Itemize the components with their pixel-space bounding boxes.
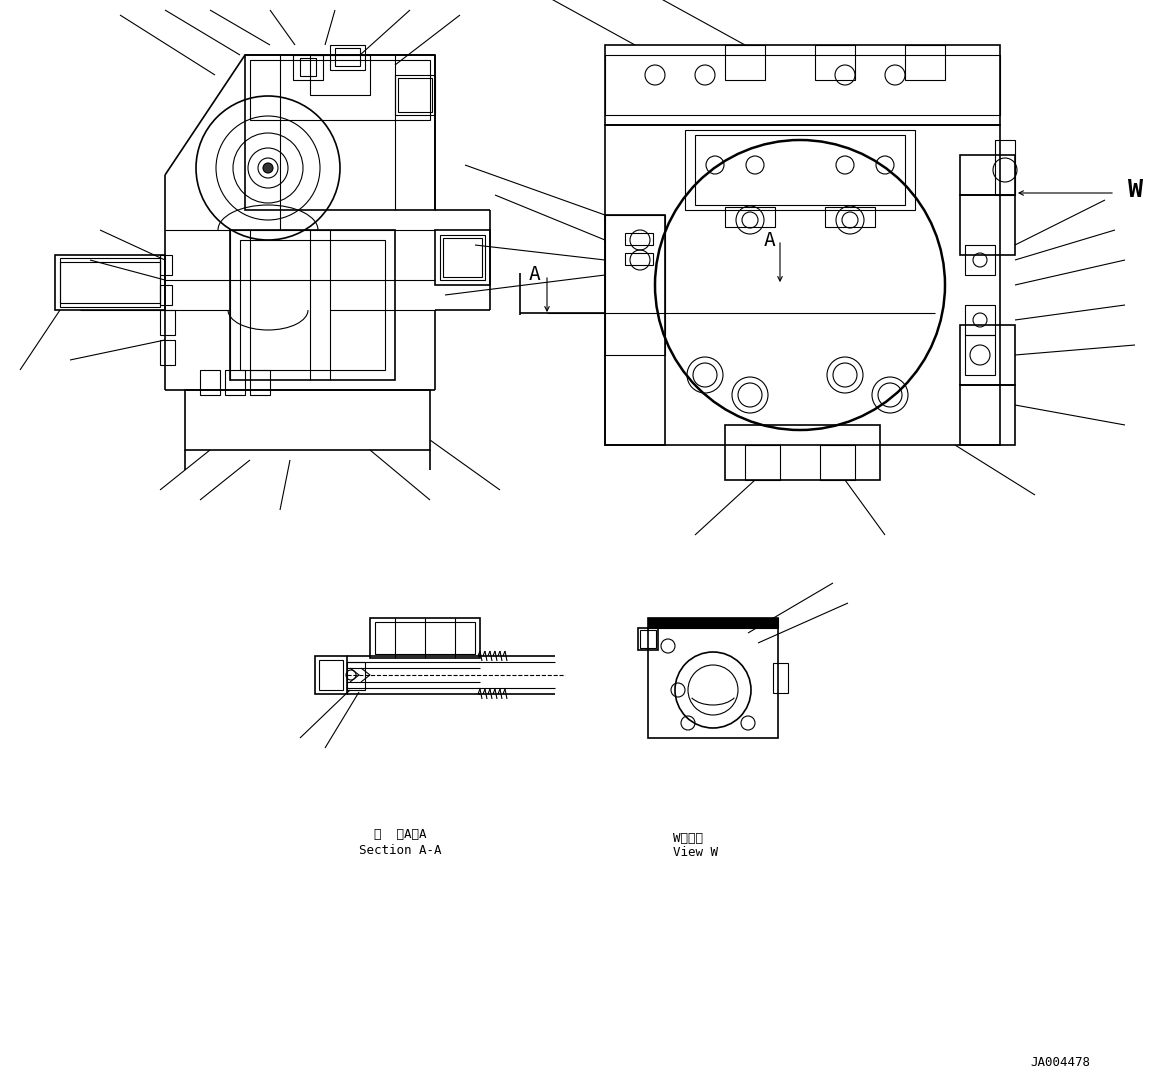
Bar [605, 215, 665, 355]
Bar [398, 78, 431, 112]
Bar [648, 618, 778, 738]
Bar [250, 370, 270, 395]
Bar [965, 305, 996, 335]
Bar [224, 370, 245, 395]
Bar [605, 45, 1000, 124]
Text: W: W [1127, 178, 1142, 202]
Bar [725, 45, 765, 80]
Bar [996, 140, 1015, 195]
Bar [293, 55, 323, 80]
Bar [685, 130, 915, 210]
Bar [695, 135, 905, 205]
Bar [773, 663, 789, 693]
Bar [725, 425, 880, 480]
Bar [815, 45, 855, 80]
Text: W　　視: W 視 [673, 831, 702, 844]
Bar [347, 662, 365, 690]
Bar [605, 215, 665, 446]
Bar [825, 207, 875, 227]
Bar [250, 60, 430, 120]
Bar [60, 258, 160, 307]
Bar [315, 656, 347, 695]
Text: JA004478: JA004478 [1030, 1056, 1090, 1068]
Bar [60, 262, 160, 302]
Bar [625, 253, 652, 265]
Bar [965, 335, 996, 375]
Bar [959, 195, 1015, 256]
Bar [959, 385, 1015, 446]
Bar [160, 310, 174, 335]
Bar [370, 618, 480, 658]
Bar [335, 48, 361, 66]
Bar [160, 256, 172, 275]
Bar [311, 55, 370, 95]
Bar [443, 238, 481, 277]
Circle shape [263, 163, 273, 173]
Bar [160, 285, 172, 305]
Bar [435, 230, 490, 285]
Bar [625, 233, 652, 245]
Bar [55, 256, 165, 310]
Text: 断  面A－A: 断 面A－A [373, 829, 427, 842]
Bar [319, 660, 343, 690]
Bar [330, 45, 365, 70]
Bar [300, 58, 316, 76]
Bar [185, 390, 430, 450]
Bar [230, 230, 395, 380]
Bar [605, 55, 1000, 115]
Bar [905, 45, 946, 80]
Text: A: A [529, 265, 541, 285]
Bar [745, 446, 780, 480]
Bar [725, 207, 775, 227]
Bar [959, 325, 1015, 385]
Bar [374, 622, 475, 654]
Bar [965, 245, 996, 275]
Bar [820, 446, 855, 480]
Bar [200, 370, 220, 395]
Bar [395, 75, 435, 115]
Bar [440, 235, 485, 280]
Bar [605, 124, 1000, 446]
Bar [160, 340, 174, 365]
Text: View W: View W [673, 845, 718, 858]
Text: Section A-A: Section A-A [358, 843, 441, 856]
Bar [640, 630, 656, 648]
Bar [959, 155, 1015, 195]
Text: A: A [764, 230, 776, 249]
Bar [240, 240, 385, 370]
Bar [245, 55, 435, 210]
Bar [638, 628, 658, 650]
Bar [648, 618, 778, 628]
